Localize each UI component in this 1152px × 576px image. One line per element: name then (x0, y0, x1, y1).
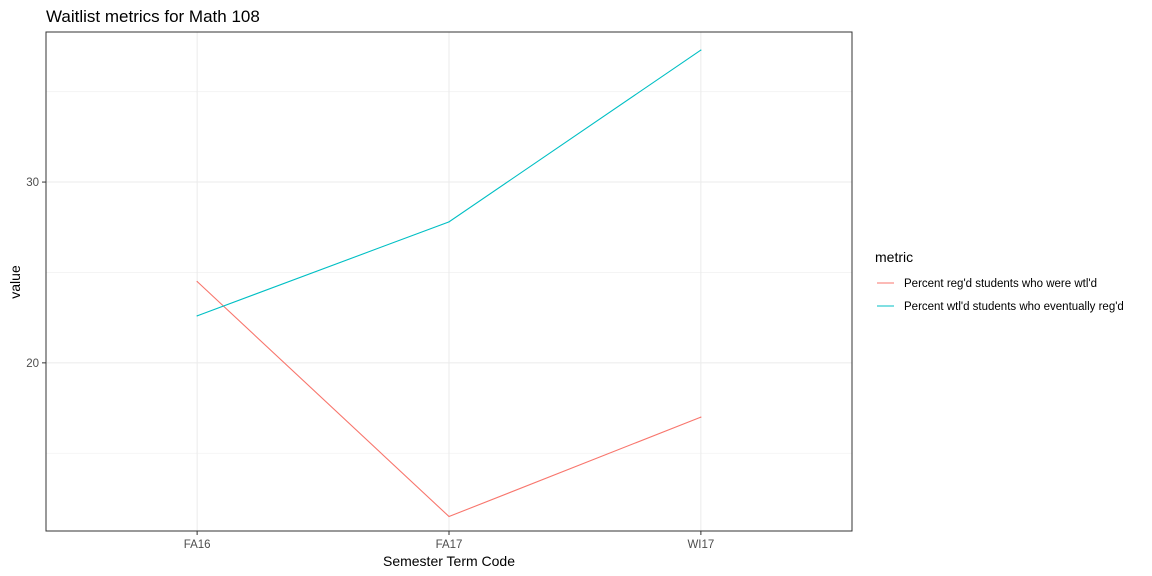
y-tick-label: 20 (26, 358, 39, 370)
series-lines (196, 49, 702, 518)
x-tick-label: FA17 (436, 539, 463, 551)
data-point (700, 416, 702, 418)
x-axis-ticks: FA16 FA17 WI17 (184, 531, 714, 551)
data-point (196, 280, 198, 283)
legend-label: Percent reg'd students who were wtl'd (904, 278, 1097, 290)
data-point (196, 315, 198, 317)
data-point (700, 49, 702, 51)
major-gridlines (46, 32, 852, 531)
chart-title: Waitlist metrics for Math 108 (46, 7, 260, 26)
legend: metric Percent reg'd students who were w… (875, 249, 1124, 313)
x-tick-label: WI17 (687, 539, 714, 551)
legend-label: Percent wtl'd students who eventually re… (904, 301, 1124, 313)
x-tick-label: FA16 (184, 539, 211, 551)
y-tick-label: 30 (26, 177, 39, 189)
y-axis-title: value (7, 265, 23, 299)
legend-title: metric (875, 249, 913, 265)
x-axis-title: Semester Term Code (383, 553, 515, 569)
data-point (448, 221, 450, 223)
data-point (448, 515, 450, 518)
